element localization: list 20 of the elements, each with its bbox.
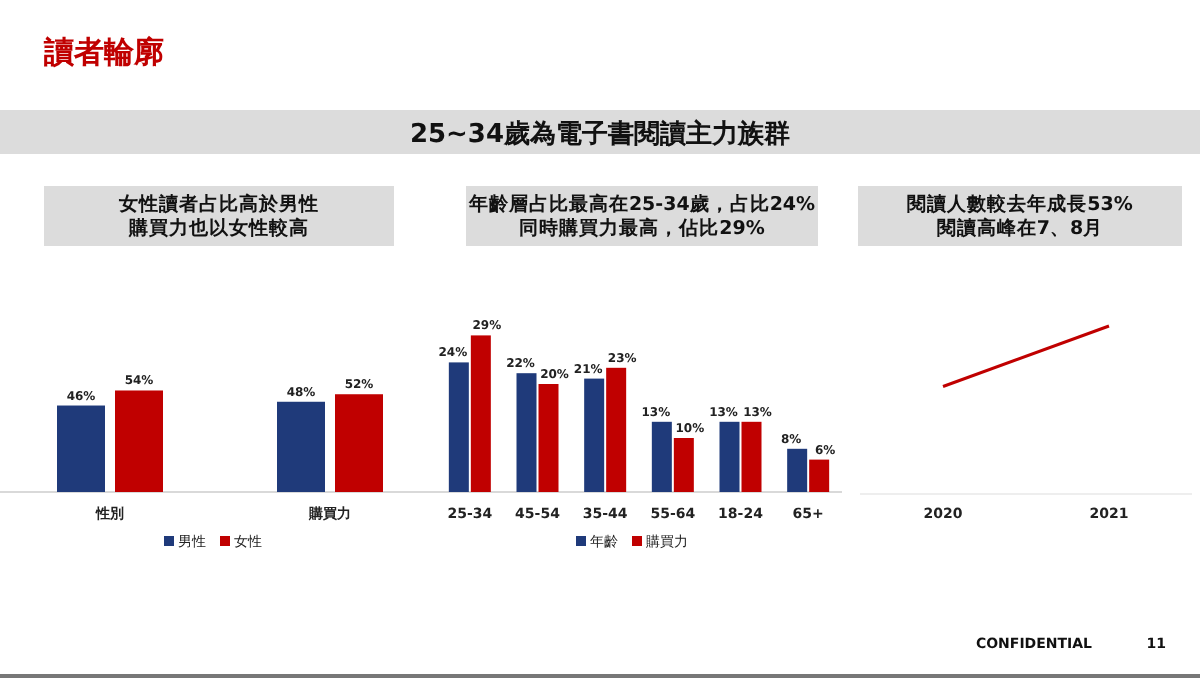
bar: [606, 367, 627, 492]
bar: [538, 384, 559, 492]
bar: [719, 421, 740, 492]
bar: [584, 378, 605, 492]
bar: [57, 405, 105, 492]
bar: [651, 421, 672, 492]
text: 讀者輪廓: [42, 34, 164, 70]
bar: [115, 390, 163, 492]
bar: [277, 401, 325, 492]
bar: [741, 421, 762, 492]
bar: [673, 438, 694, 492]
bar: [470, 335, 491, 492]
bar: [335, 394, 383, 492]
chart-title: 閱讀人數較去年成長53%閱讀高峰在7、8月: [907, 192, 1134, 240]
bar: [787, 448, 808, 492]
text: 25~34歲為電子書閱讀主力族群: [409, 118, 791, 150]
chart-title: 女性讀者占比高於男性購買力也以女性較高: [117, 192, 319, 240]
bar: [516, 373, 537, 492]
bar: [809, 459, 830, 492]
bar: [448, 362, 469, 492]
